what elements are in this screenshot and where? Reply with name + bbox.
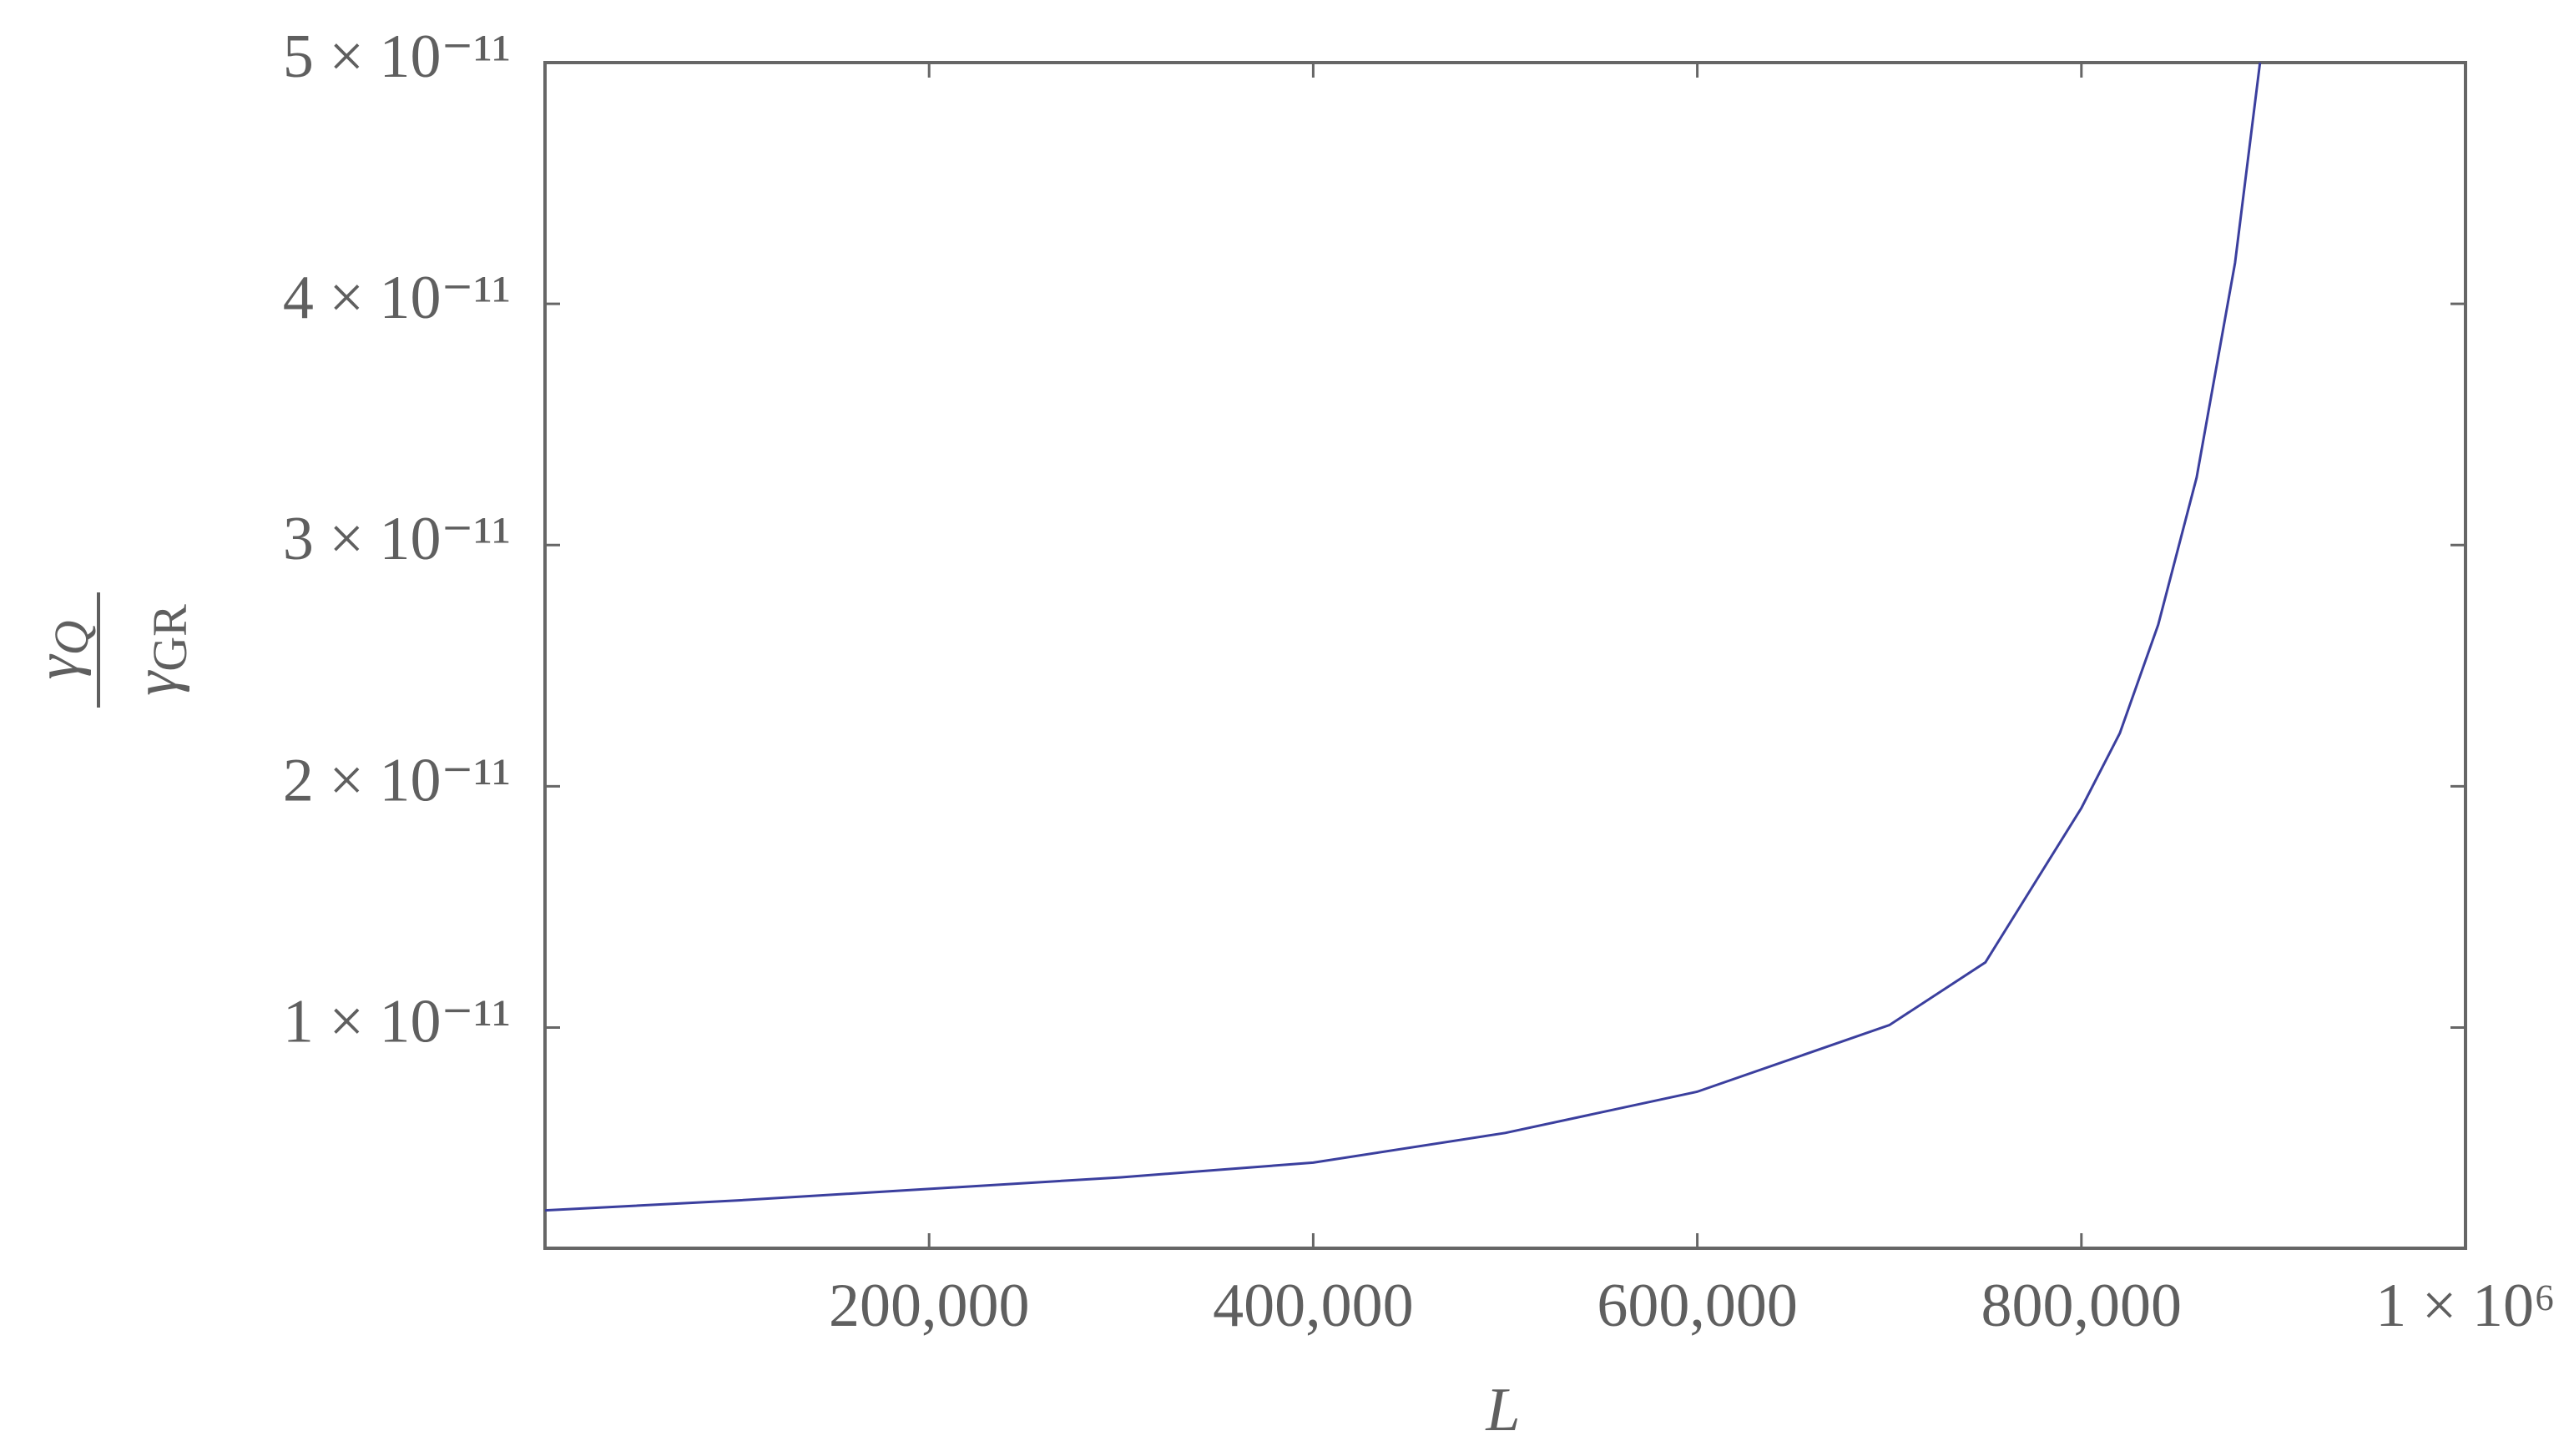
y-axis-label: γQ γGR	[23, 592, 197, 708]
symbol: γ	[122, 670, 190, 696]
subscript: Q	[44, 620, 98, 655]
x-tick-label: 200,000	[829, 1272, 1030, 1340]
subscript: GR	[143, 604, 197, 672]
x-axis-label: L	[1485, 1376, 1520, 1444]
y-label-numerator: γQ	[23, 620, 98, 679]
plot-frame	[543, 61, 2467, 1250]
y-tick-label: 3 × 10⁻¹¹	[283, 505, 511, 573]
y-tick-label: 5 × 10⁻¹¹	[283, 23, 511, 91]
line-series	[545, 63, 2262, 1212]
symbol: γ	[23, 654, 92, 680]
x-tick-label: 400,000	[1213, 1272, 1414, 1340]
y-label-denominator: γGR	[122, 604, 197, 696]
y-tick-label: 2 × 10⁻¹¹	[283, 746, 511, 814]
y-tick-label: 1 × 10⁻¹¹	[283, 987, 511, 1055]
x-tick-label: 800,000	[1981, 1272, 2183, 1340]
y-tick-label: 4 × 10⁻¹¹	[283, 264, 511, 332]
x-tick-label: 1 × 10⁶	[2375, 1272, 2556, 1340]
x-tick-label: 600,000	[1597, 1272, 1798, 1340]
